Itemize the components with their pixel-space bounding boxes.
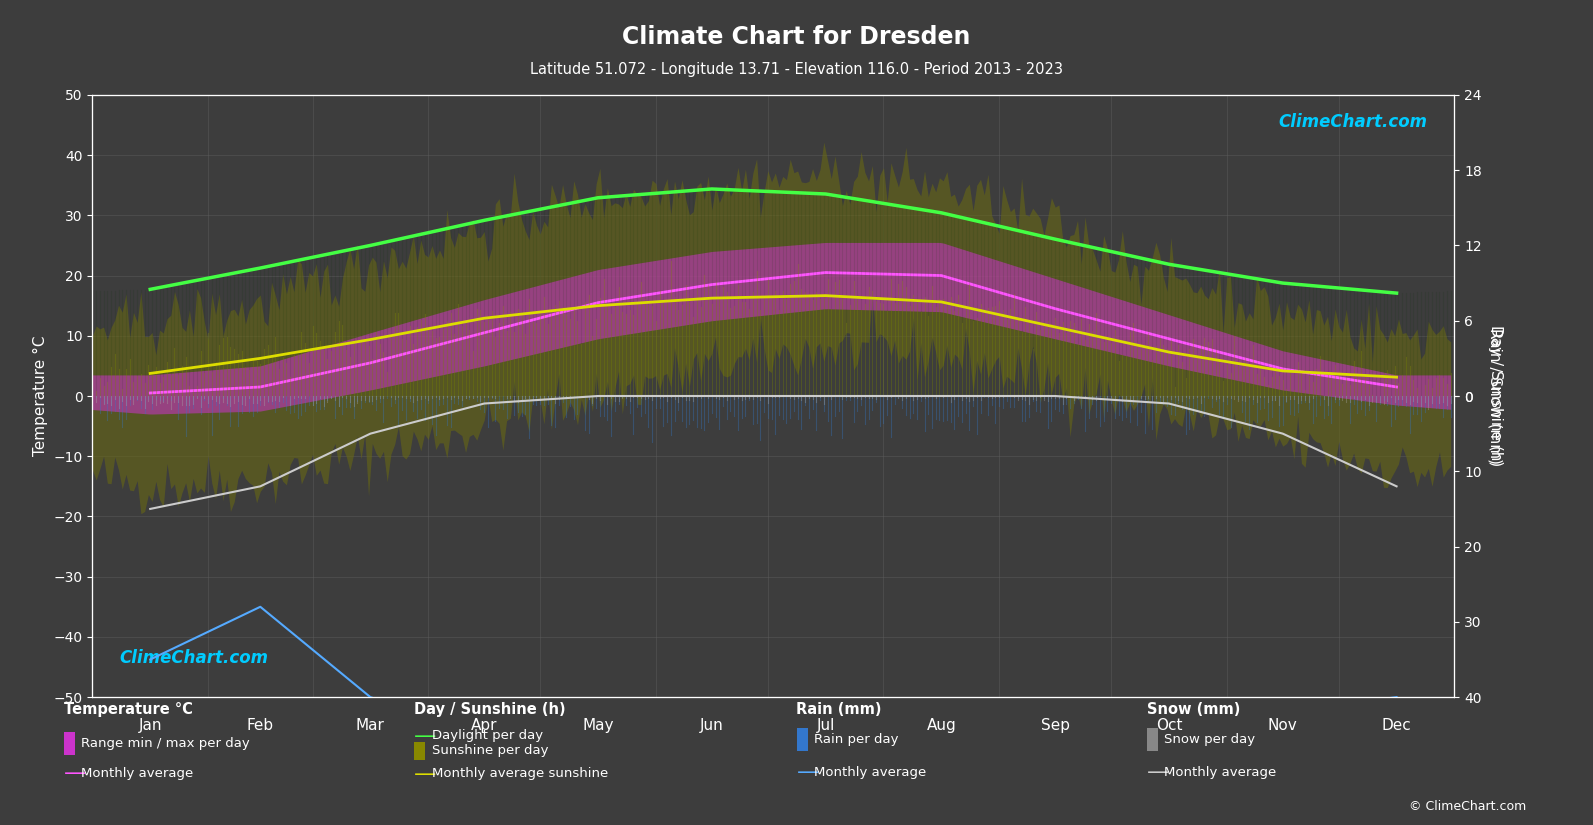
Text: Nov: Nov [1268, 719, 1298, 733]
Text: Jun: Jun [699, 719, 723, 733]
Text: —: — [1147, 762, 1169, 782]
Text: Monthly average sunshine: Monthly average sunshine [432, 767, 609, 780]
Text: Jul: Jul [817, 719, 835, 733]
Y-axis label: Rain / Snow (mm): Rain / Snow (mm) [1488, 328, 1502, 464]
Text: Day / Sunshine (h): Day / Sunshine (h) [414, 701, 566, 717]
Text: Snow per day: Snow per day [1164, 733, 1255, 746]
Text: Sunshine per day: Sunshine per day [432, 744, 548, 757]
Text: —: — [796, 762, 819, 782]
Text: Dec: Dec [1381, 719, 1411, 733]
Text: Temperature °C: Temperature °C [64, 701, 193, 717]
Text: Range min / max per day: Range min / max per day [81, 737, 250, 750]
Text: Aug: Aug [927, 719, 956, 733]
Text: ClimeChart.com: ClimeChart.com [1278, 113, 1427, 131]
Text: Monthly average: Monthly average [814, 766, 926, 779]
Text: Snow (mm): Snow (mm) [1147, 701, 1241, 717]
Text: Oct: Oct [1155, 719, 1182, 733]
Text: Jan: Jan [139, 719, 162, 733]
Text: Mar: Mar [355, 719, 386, 733]
Y-axis label: Temperature °C: Temperature °C [33, 336, 48, 456]
Text: Sep: Sep [1040, 719, 1069, 733]
Text: Apr: Apr [472, 719, 497, 733]
Text: Latitude 51.072 - Longitude 13.71 - Elevation 116.0 - Period 2013 - 2023: Latitude 51.072 - Longitude 13.71 - Elev… [530, 62, 1063, 77]
Text: Rain per day: Rain per day [814, 733, 898, 746]
Y-axis label: Day / Sunshine (h): Day / Sunshine (h) [1488, 325, 1502, 467]
Text: ClimeChart.com: ClimeChart.com [119, 649, 269, 667]
Text: © ClimeChart.com: © ClimeChart.com [1408, 800, 1526, 813]
Text: Daylight per day: Daylight per day [432, 729, 543, 742]
Text: Feb: Feb [247, 719, 274, 733]
Text: May: May [583, 719, 613, 733]
Text: Rain (mm): Rain (mm) [796, 701, 883, 717]
Text: Monthly average: Monthly average [81, 766, 193, 780]
Text: —: — [64, 763, 86, 783]
Text: Climate Chart for Dresden: Climate Chart for Dresden [623, 25, 970, 49]
Text: —: — [414, 726, 436, 746]
Text: —: — [414, 764, 436, 784]
Text: Monthly average: Monthly average [1164, 766, 1276, 779]
